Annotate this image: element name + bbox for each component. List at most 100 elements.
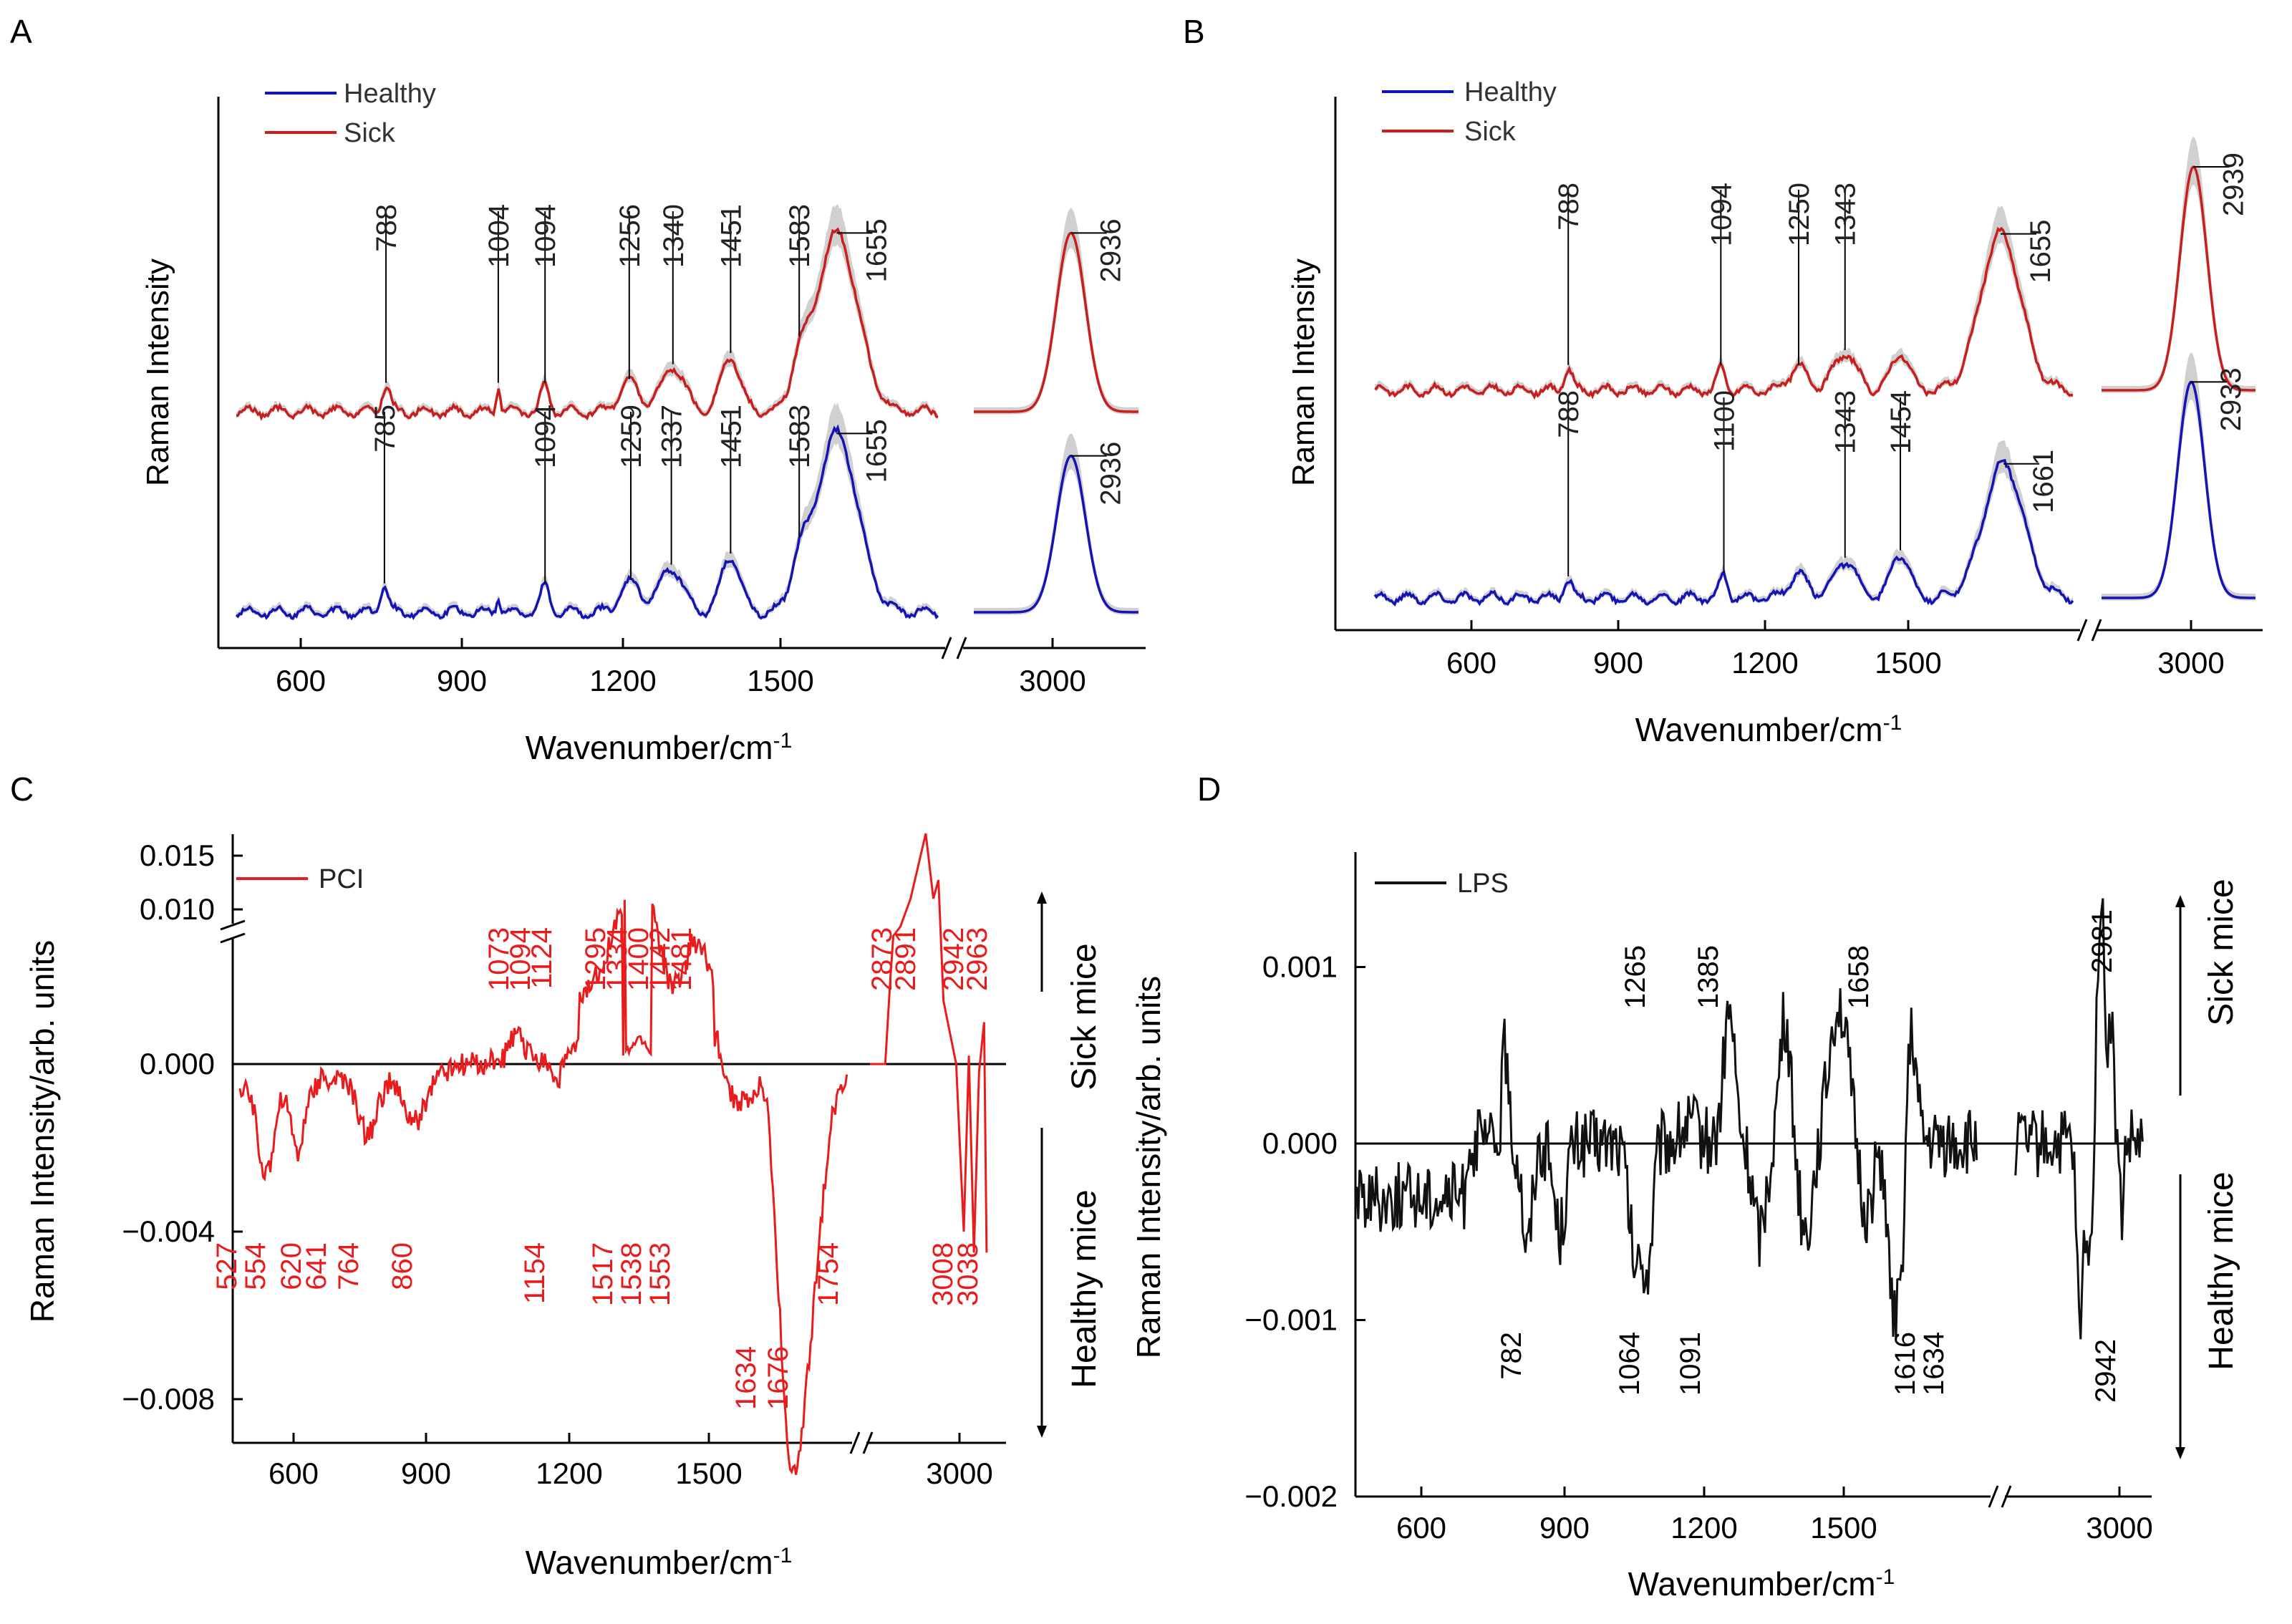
peak-label: 554: [240, 1242, 271, 1290]
x-tick-label: 3000: [1019, 664, 1085, 697]
panel-b-break-mark: [2076, 619, 2088, 642]
peak-label: 3008: [927, 1242, 959, 1306]
peak-label: 2891: [890, 927, 922, 991]
panel-c-sick-label: Sick mice: [1065, 943, 1103, 1090]
panel-b-letter: B: [1183, 13, 1205, 50]
peak-label: 1655: [2025, 220, 2056, 284]
x-tick-label: 900: [401, 1456, 451, 1490]
x-tick-label: 900: [1539, 1511, 1590, 1545]
peak-label: 1064: [1614, 1332, 1645, 1396]
peak-label: 1676: [763, 1346, 794, 1410]
peak-label: 1661: [2028, 450, 2059, 513]
x-tick-label: 1500: [747, 664, 813, 697]
y-tick-label: 0.010: [140, 892, 215, 926]
peak-label: 1481: [666, 927, 697, 991]
y-tick-label: 0.000: [140, 1047, 215, 1081]
panel-c-down-arrowhead: [1037, 1426, 1047, 1438]
peak-label: 788: [371, 204, 402, 252]
peak-label: 1094: [530, 204, 561, 268]
peak-label: 1451: [715, 204, 747, 268]
peak-label: 860: [387, 1242, 418, 1290]
peak-label: 1634: [730, 1346, 762, 1410]
panel-b-y-label: Raman Intensity: [1286, 258, 1321, 486]
peak-label: 782: [1496, 1332, 1527, 1380]
x-tick-label: 1200: [1670, 1511, 1737, 1545]
panel-d-up-arrowhead: [2175, 895, 2185, 907]
series-sick-line: [236, 227, 939, 422]
panel-d-break-mark: [1988, 1485, 1999, 1508]
lps-spectrum-left: [1354, 988, 1978, 1340]
peak-label: 3038: [952, 1242, 984, 1306]
panel-b-x-label: Wavenumber/cm-1: [1635, 711, 1902, 749]
peak-label: 788: [1553, 183, 1585, 231]
peak-label: 1091: [1675, 1332, 1706, 1396]
panel-b-legend: Healthy Sick: [1382, 77, 1557, 147]
y-tick-label: −0.001: [1244, 1303, 1338, 1337]
peak-label: 1265: [1620, 945, 1651, 1009]
peak-label: 1094: [1706, 183, 1737, 246]
peak-label: 1451: [715, 405, 747, 468]
y-tick-label: −0.004: [122, 1214, 215, 1248]
peak-label: 1655: [861, 419, 892, 483]
panel-d-healthy-label: Healthy mice: [2202, 1171, 2240, 1370]
panel-a-y-label: Raman Intensity: [140, 258, 175, 486]
x-tick-label: 1500: [675, 1456, 742, 1490]
panel-d-ticks: −0.002 −0.001 0.000 0.001 600 900 1200 1500 3000: [1244, 950, 2152, 1545]
panel-d-x-label: Wavenumber/cm-1: [1628, 1565, 1895, 1603]
peak-label: 1655: [861, 218, 892, 282]
panel-b: B 600 900 1200 1500 3000 Raman Intensity Wav…: [1183, 13, 2263, 748]
panel-d: D −0.002 −0.001 0.000 0.001 600 900 1200 1500 30…: [1130, 770, 2240, 1603]
panel-a: A 600 900 1200 1500 3000 Raman Intensity Wav…: [10, 13, 1146, 766]
peak-label: 1154: [519, 1242, 551, 1304]
y-tick-label: 0.001: [1262, 950, 1338, 984]
panel-a-x-label: Wavenumber/cm-1: [526, 729, 793, 767]
peak-label: 1343: [1830, 183, 1862, 246]
panel-c-break-mark: [862, 1431, 874, 1454]
panel-c-legend: PCI: [236, 864, 364, 894]
x-tick-label: 1200: [536, 1456, 602, 1490]
panel-a-letter: A: [10, 13, 32, 50]
peak-label: 2942: [2090, 1339, 2122, 1403]
panel-a-ticks: 600 900 1200 1500 3000: [276, 638, 1086, 697]
x-tick-label: 1200: [589, 664, 656, 697]
panel-c-y-break-mark: [220, 932, 246, 944]
panel-b-ticks: 600 900 1200 1500 3000: [1446, 620, 2225, 680]
peak-label: 785: [369, 405, 401, 453]
peak-label: 527: [211, 1242, 243, 1290]
peak-label: 2981: [2087, 909, 2118, 973]
std-band: [1375, 206, 2073, 400]
peak-label: 2936: [1096, 218, 1127, 282]
peak-label: 2963: [962, 927, 993, 991]
panel-c: C −0.008 −0.004 0.000 0.010 0.015 600 900 1200 1…: [10, 770, 1103, 1581]
peak-label: 1295: [580, 927, 611, 991]
peak-label: 2939: [2218, 153, 2249, 216]
panel-b-break-mark: [2091, 619, 2102, 642]
panel-d-letter: D: [1197, 770, 1221, 808]
panel-a-annotations: 788 1004 1094 1256 1340 1451 1583 1655 2936 785 10…: [369, 204, 1127, 584]
panel-a-spectra: [235, 203, 1138, 621]
peak-label: 1583: [784, 204, 816, 268]
panel-c-ticks: −0.008 −0.004 0.000 0.010 0.015 600 900 1200 150…: [122, 838, 992, 1490]
panel-d-break-mark: [2001, 1485, 2012, 1508]
peak-label: 1634: [1918, 1332, 1950, 1396]
panel-c-spectrum: [238, 833, 988, 1475]
panel-b-annotations: 788 1094 1250 1343 1655 2939 788 1100 1343 1454 16…: [1553, 153, 2249, 576]
panel-c-letter: C: [10, 770, 34, 808]
series-sick-line: [1374, 226, 2074, 400]
panel-a-break-mark: [956, 637, 967, 659]
legend-healthy-label: Healthy: [1464, 77, 1557, 107]
panel-c-y-break-mark: [220, 919, 246, 931]
std-band: [236, 203, 938, 420]
peak-label: 1094: [530, 405, 561, 468]
peak-label: 1250: [1784, 183, 1815, 246]
peak-label: 1340: [658, 204, 690, 268]
x-tick-label: 600: [269, 1456, 319, 1490]
legend-healthy-label: Healthy: [344, 79, 436, 109]
legend-pci-label: PCI: [319, 864, 364, 894]
peak-label: 1442: [644, 927, 676, 991]
x-tick-label: 600: [1446, 646, 1496, 680]
y-tick-label: 0.000: [1262, 1126, 1338, 1160]
